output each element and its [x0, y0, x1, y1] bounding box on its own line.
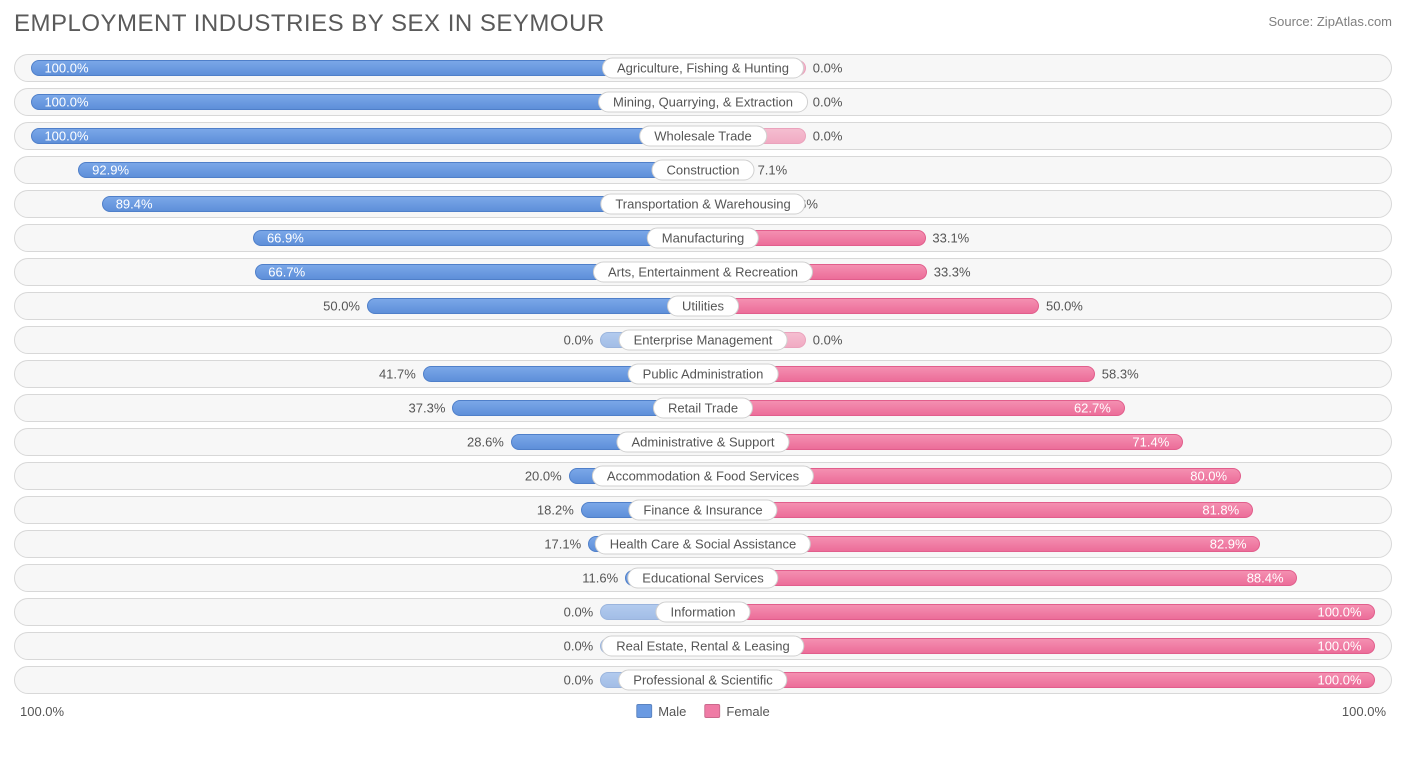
- pct-label-male: 20.0%: [525, 469, 562, 484]
- pct-label-male: 37.3%: [409, 401, 446, 416]
- pct-label-male: 0.0%: [564, 605, 594, 620]
- category-label: Professional & Scientific: [618, 670, 787, 691]
- category-label: Real Estate, Rental & Leasing: [601, 636, 804, 657]
- bar-female: [703, 502, 1253, 518]
- legend-swatch-male: [636, 704, 652, 718]
- pct-label-male: 100.0%: [44, 95, 88, 110]
- category-label: Health Care & Social Assistance: [595, 534, 811, 555]
- chart-row: 66.9% 33.1% Manufacturing: [14, 224, 1392, 252]
- bar-female: [703, 298, 1039, 314]
- bar-female: [703, 604, 1375, 620]
- bar-male: [367, 298, 703, 314]
- legend-swatch-female: [704, 704, 720, 718]
- axis-label-right: 100.0%: [1342, 704, 1386, 719]
- category-label: Accommodation & Food Services: [592, 466, 814, 487]
- pct-label-female: 100.0%: [1317, 605, 1361, 620]
- category-label: Arts, Entertainment & Recreation: [593, 262, 813, 283]
- pct-label-female: 81.8%: [1202, 503, 1239, 518]
- pct-label-female: 88.4%: [1247, 571, 1284, 586]
- pct-label-female: 33.1%: [932, 231, 969, 246]
- pct-label-male: 100.0%: [44, 61, 88, 76]
- category-label: Agriculture, Fishing & Hunting: [602, 58, 804, 79]
- chart-row: 0.0% 0.0% Enterprise Management: [14, 326, 1392, 354]
- pct-label-female: 33.3%: [934, 265, 971, 280]
- pct-label-female: 0.0%: [813, 333, 843, 348]
- category-label: Mining, Quarrying, & Extraction: [598, 92, 808, 113]
- chart-row: 0.0% 100.0% Information: [14, 598, 1392, 626]
- pct-label-female: 100.0%: [1317, 673, 1361, 688]
- pct-label-male: 0.0%: [564, 639, 594, 654]
- category-label: Construction: [652, 160, 755, 181]
- chart-row: 0.0% 100.0% Professional & Scientific: [14, 666, 1392, 694]
- category-label: Manufacturing: [647, 228, 759, 249]
- chart-row: 66.7% 33.3% Arts, Entertainment & Recreati…: [14, 258, 1392, 286]
- pct-label-female: 100.0%: [1317, 639, 1361, 654]
- pct-label-female: 82.9%: [1210, 537, 1247, 552]
- category-label: Utilities: [667, 296, 739, 317]
- bar-male: [31, 128, 703, 144]
- legend-item-male: Male: [636, 704, 686, 719]
- category-label: Enterprise Management: [619, 330, 788, 351]
- bar-male: [253, 230, 703, 246]
- pct-label-female: 71.4%: [1132, 435, 1169, 450]
- pct-label-female: 0.0%: [813, 95, 843, 110]
- chart-row: 100.0% 0.0% Mining, Quarrying, & Extractio…: [14, 88, 1392, 116]
- chart-row: 0.0% 100.0% Real Estate, Rental & Leasing: [14, 632, 1392, 660]
- pct-label-male: 28.6%: [467, 435, 504, 450]
- pct-label-male: 18.2%: [537, 503, 574, 518]
- chart-legend: Male Female: [636, 704, 770, 719]
- chart-header: EMPLOYMENT INDUSTRIES BY SEX IN SEYMOUR …: [14, 10, 1392, 38]
- pct-label-female: 0.0%: [813, 61, 843, 76]
- chart-row: 89.4%10.6%Transportation & Warehousing: [14, 190, 1392, 218]
- axis-label-left: 100.0%: [20, 704, 64, 719]
- pct-label-male: 66.7%: [268, 265, 305, 280]
- chart-title: EMPLOYMENT INDUSTRIES BY SEX IN SEYMOUR: [14, 10, 605, 38]
- pct-label-male: 0.0%: [564, 333, 594, 348]
- bar-female: [703, 672, 1375, 688]
- pct-label-male: 92.9%: [92, 163, 129, 178]
- chart-row: 100.0% 0.0% Agriculture, Fishing & Hunting: [14, 54, 1392, 82]
- chart-row: 20.0% 80.0% Accommodation & Food Services: [14, 462, 1392, 490]
- category-label: Wholesale Trade: [639, 126, 767, 147]
- pct-label-female: 7.1%: [758, 163, 788, 178]
- pct-label-female: 50.0%: [1046, 299, 1083, 314]
- legend-label-male: Male: [658, 704, 686, 719]
- pct-label-female: 80.0%: [1190, 469, 1227, 484]
- chart-row: 18.2% 81.8% Finance & Insurance: [14, 496, 1392, 524]
- chart-row: 100.0% 0.0% Wholesale Trade: [14, 122, 1392, 150]
- pct-label-male: 0.0%: [564, 673, 594, 688]
- chart-footer: 100.0% Male Female 100.0%: [14, 700, 1392, 722]
- pct-label-female: 58.3%: [1102, 367, 1139, 382]
- diverging-bar-chart: 100.0% 0.0% Agriculture, Fishing & Hunting…: [14, 54, 1392, 694]
- category-label: Transportation & Warehousing: [600, 194, 805, 215]
- category-label: Educational Services: [627, 568, 778, 589]
- pct-label-male: 41.7%: [379, 367, 416, 382]
- bar-male: [78, 162, 703, 178]
- pct-label-male: 66.9%: [267, 231, 304, 246]
- chart-source: Source: ZipAtlas.com: [1268, 14, 1392, 29]
- pct-label-male: 11.6%: [582, 571, 618, 586]
- chart-row: 41.7% 58.3% Public Administration: [14, 360, 1392, 388]
- category-label: Retail Trade: [653, 398, 753, 419]
- chart-row: 92.9% 7.1%Construction: [14, 156, 1392, 184]
- bar-female: [703, 400, 1125, 416]
- pct-label-male: 50.0%: [323, 299, 360, 314]
- pct-label-female: 0.0%: [813, 129, 843, 144]
- category-label: Public Administration: [628, 364, 779, 385]
- pct-label-male: 100.0%: [44, 129, 88, 144]
- category-label: Information: [655, 602, 750, 623]
- category-label: Administrative & Support: [616, 432, 789, 453]
- pct-label-male: 17.1%: [544, 537, 581, 552]
- chart-row: 11.6% 88.4% Educational Services: [14, 564, 1392, 592]
- chart-row: 50.0% 50.0% Utilities: [14, 292, 1392, 320]
- category-label: Finance & Insurance: [628, 500, 777, 521]
- legend-item-female: Female: [704, 704, 769, 719]
- chart-row: 17.1% 82.9% Health Care & Social Assistanc…: [14, 530, 1392, 558]
- pct-label-female: 62.7%: [1074, 401, 1111, 416]
- chart-row: 28.6% 71.4% Administrative & Support: [14, 428, 1392, 456]
- chart-row: 37.3% 62.7% Retail Trade: [14, 394, 1392, 422]
- legend-label-female: Female: [726, 704, 769, 719]
- pct-label-male: 89.4%: [116, 197, 153, 212]
- bar-female: [703, 570, 1297, 586]
